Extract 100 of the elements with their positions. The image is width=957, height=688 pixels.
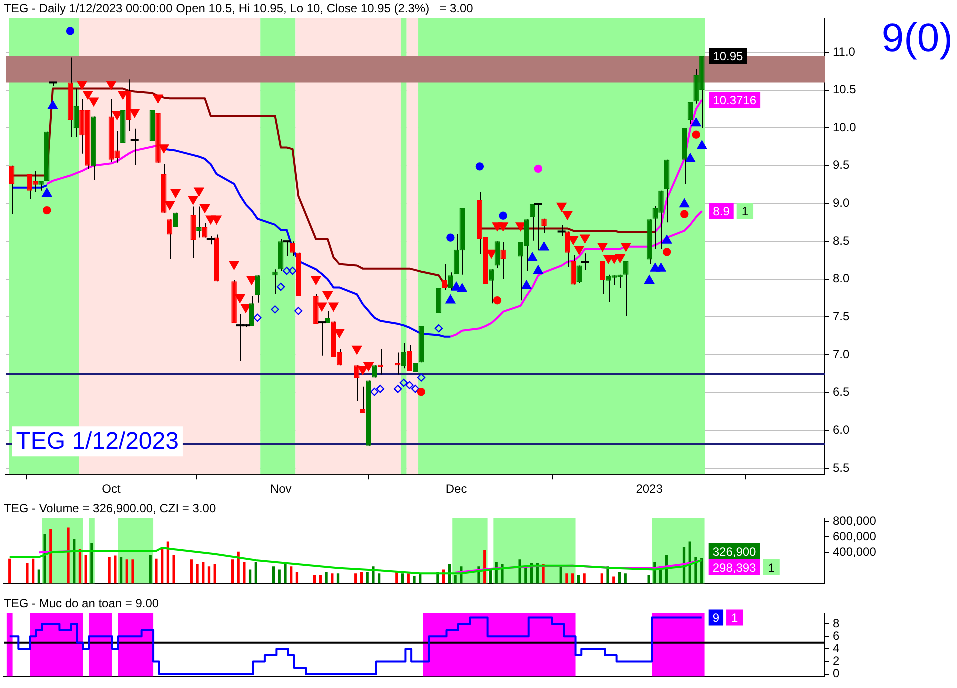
y-tick-label: 800,000	[833, 514, 877, 528]
chart-title: TEG - Daily 1/12/2023 00:00:00 Open 10.5, Hi 10.95, Lo 10, Close 10.95 (2.3%) = 3.00	[4, 2, 474, 16]
candlestick	[407, 344, 412, 372]
bar	[26, 564, 29, 584]
point	[311, 276, 322, 286]
point	[328, 302, 339, 312]
bar	[114, 556, 117, 584]
candlestick	[255, 275, 260, 304]
point	[294, 307, 303, 316]
point	[188, 196, 198, 205]
candlestick	[500, 242, 506, 280]
bar	[84, 554, 88, 584]
y-tick-label: 10.5	[833, 82, 857, 97]
candlestick	[494, 241, 500, 269]
y-tick-label: 10.0	[833, 120, 857, 134]
point	[352, 346, 362, 355]
bar	[73, 539, 76, 584]
x-tick-label: 2023	[636, 482, 664, 496]
bar	[67, 528, 70, 584]
point	[412, 385, 420, 394]
point	[446, 234, 455, 242]
point	[498, 222, 508, 232]
y-tick-label: 0	[833, 666, 840, 681]
point	[288, 266, 297, 276]
point	[580, 234, 590, 244]
bar	[126, 560, 128, 584]
candlestick	[401, 342, 407, 370]
point	[568, 236, 578, 245]
point	[493, 296, 502, 305]
bar	[202, 562, 205, 584]
bar	[254, 562, 258, 584]
point	[200, 204, 210, 214]
point	[534, 164, 543, 174]
candlestick	[74, 88, 80, 138]
point	[66, 27, 75, 36]
point	[370, 388, 379, 396]
annotation: 10.3716	[713, 93, 757, 108]
y-tick-label: 9.5	[833, 158, 850, 172]
point	[83, 90, 94, 100]
bar	[325, 572, 328, 584]
bar	[231, 560, 234, 584]
candlestick	[167, 219, 173, 260]
point	[598, 243, 608, 252]
point	[254, 314, 262, 322]
point	[621, 243, 632, 252]
x-tick-label: Oct	[102, 482, 122, 496]
point	[417, 374, 426, 382]
bar	[583, 574, 586, 584]
y-tick-label: 8.5	[833, 234, 850, 248]
bar	[331, 574, 334, 584]
y-tick-label: 8.0	[833, 272, 850, 286]
bar	[694, 557, 698, 584]
point	[334, 329, 344, 338]
candlestick	[196, 206, 202, 238]
point	[499, 212, 508, 220]
bar	[577, 575, 580, 584]
bar	[278, 570, 281, 584]
candlestick	[600, 260, 606, 296]
y-tick-label: 11.0	[833, 44, 856, 59]
candlestick	[442, 264, 448, 290]
bar	[190, 560, 193, 584]
point	[130, 109, 140, 118]
point	[194, 188, 204, 196]
y-tick-label: 400,000	[833, 544, 877, 559]
candlestick	[570, 254, 576, 286]
y-tick-label: 6.0	[833, 423, 850, 438]
bar	[38, 570, 41, 584]
bar	[624, 574, 627, 584]
bar	[90, 543, 94, 584]
point	[317, 302, 327, 312]
bar	[272, 566, 276, 584]
y-tick-label: 9.0	[833, 196, 850, 210]
annotation: 8.9	[713, 204, 730, 219]
bar	[413, 576, 416, 584]
point	[118, 90, 128, 100]
point	[212, 216, 222, 224]
bar	[155, 558, 158, 584]
text: 9(0)	[882, 16, 953, 60]
point	[680, 210, 689, 218]
bar	[149, 554, 152, 584]
bar	[313, 575, 316, 584]
bar	[354, 574, 358, 584]
bar	[132, 560, 134, 584]
point	[89, 98, 99, 106]
point	[106, 81, 116, 90]
point	[574, 246, 584, 255]
y-tick-label: 8	[833, 616, 840, 630]
annotation: 10.95	[713, 50, 744, 64]
candlestick	[576, 265, 582, 284]
bar	[8, 558, 12, 584]
candlestick	[9, 165, 15, 215]
point	[615, 254, 626, 264]
point	[170, 189, 181, 198]
y-tick-label: 4	[833, 641, 840, 656]
candlestick	[489, 269, 494, 304]
point	[434, 324, 444, 333]
point	[400, 378, 408, 388]
bar	[560, 566, 562, 584]
point	[282, 266, 292, 276]
point	[235, 294, 246, 304]
